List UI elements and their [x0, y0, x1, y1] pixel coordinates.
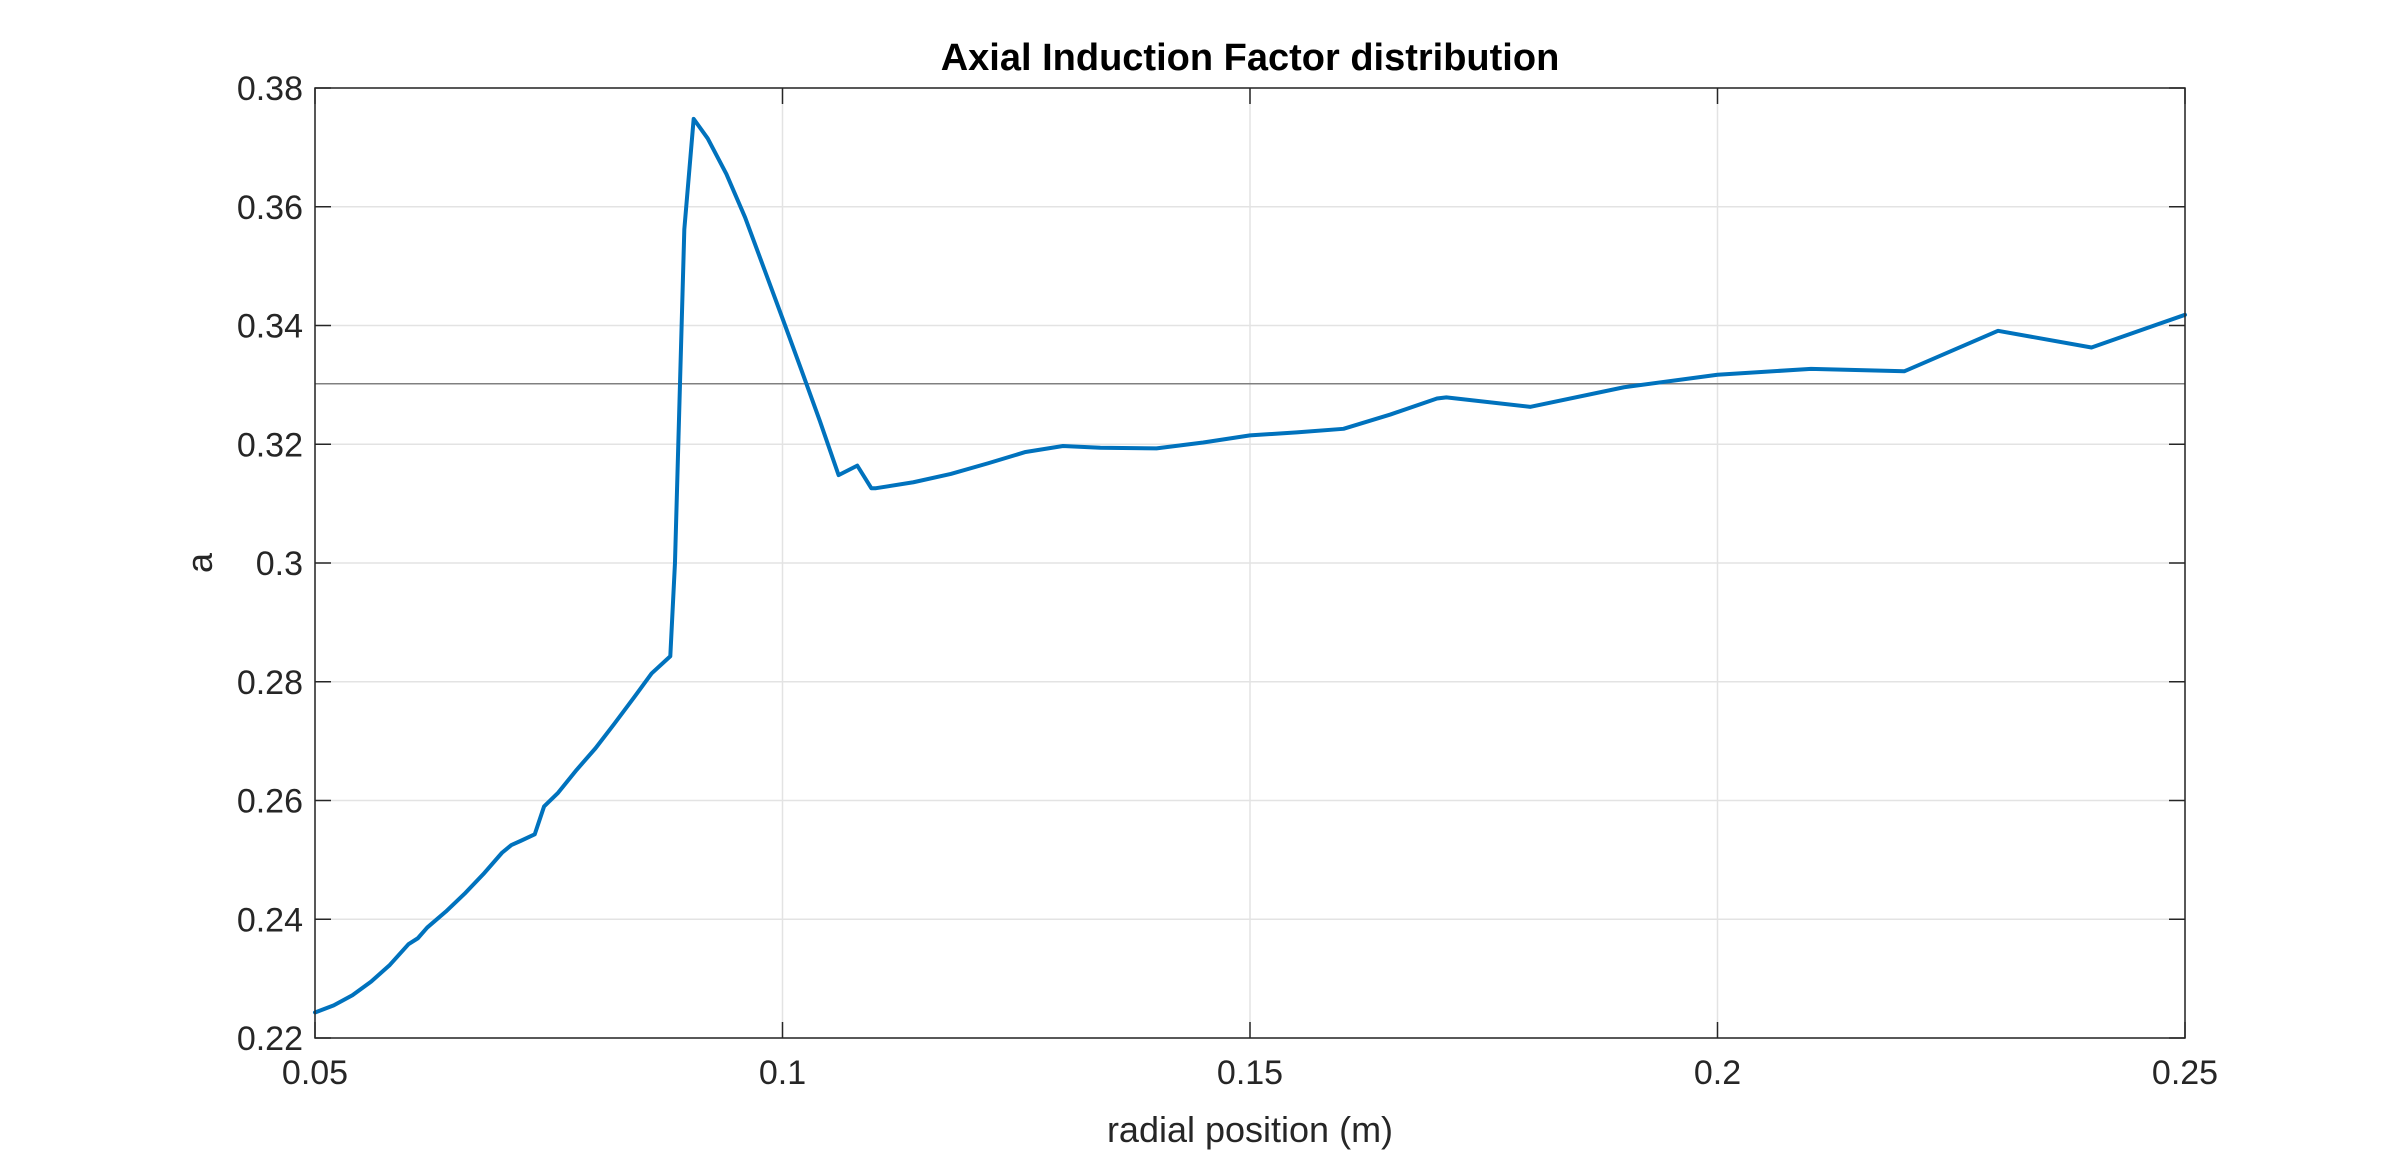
x-tick-labels: 0.05 0.1 0.15 0.2 0.25	[282, 1054, 2218, 1092]
y-tick-label: 0.24	[237, 901, 303, 939]
x-tick-label: 0.25	[2152, 1054, 2218, 1092]
axis-ticks	[314, 87, 2186, 1039]
y-tick-label: 0.22	[237, 1020, 303, 1058]
x-tick-label: 0.05	[282, 1054, 348, 1092]
y-tick-label: 0.3	[256, 545, 303, 583]
x-tick-label: 0.1	[759, 1054, 806, 1092]
x-tick-label: 0.2	[1694, 1054, 1741, 1092]
y-tick-label: 0.36	[237, 189, 303, 227]
y-axis-label: a	[179, 552, 220, 573]
chart-title: Axial Induction Factor distribution	[941, 37, 1560, 79]
y-tick-labels: 0.22 0.24 0.26 0.28 0.3 0.32 0.34 0.36 0.38	[237, 70, 303, 1058]
x-axis-label: radial position (m)	[1107, 1109, 1393, 1150]
y-tick-label: 0.38	[237, 70, 303, 108]
y-tick-label: 0.26	[237, 783, 303, 821]
series-line	[313, 116, 2187, 1015]
y-tick-label: 0.28	[237, 664, 303, 702]
y-tick-label: 0.32	[237, 426, 303, 464]
y-tick-label: 0.34	[237, 308, 303, 346]
x-tick-label: 0.15	[1217, 1054, 1283, 1092]
